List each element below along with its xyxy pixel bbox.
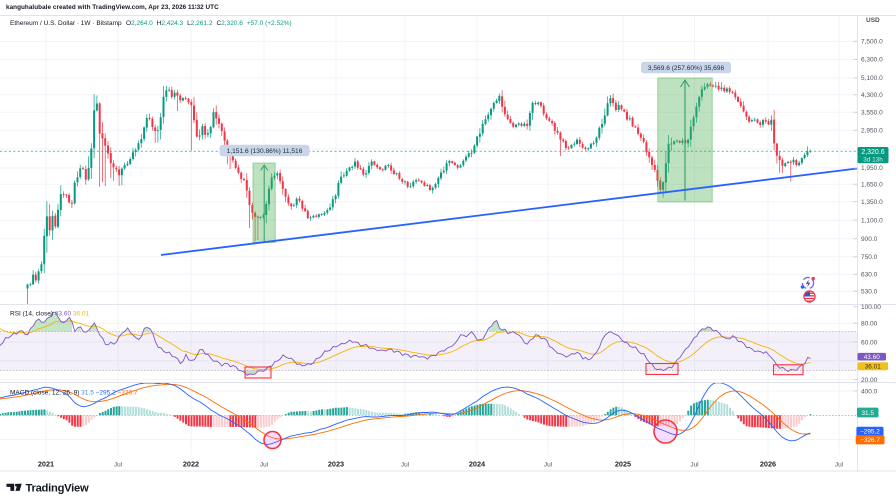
svg-text:3d 13h: 3d 13h [863, 156, 883, 163]
svg-text:3,550.0: 3,550.0 [861, 110, 883, 117]
svg-text:630.0: 630.0 [861, 272, 878, 279]
svg-text:20.00: 20.00 [861, 377, 878, 384]
svg-text:2024: 2024 [469, 460, 486, 469]
svg-text:Jul: Jul [114, 461, 122, 468]
svg-text:2022: 2022 [183, 460, 199, 469]
svg-text:Jul: Jul [401, 461, 409, 468]
svg-text:4,300.0: 4,300.0 [861, 92, 883, 99]
svg-text:43.60: 43.60 [864, 354, 880, 361]
svg-text:Jul: Jul [260, 461, 268, 468]
svg-text:900.0: 900.0 [861, 236, 878, 243]
svg-text:1,151.6 (130.86%) 11,516: 1,151.6 (130.86%) 11,516 [227, 148, 303, 155]
svg-text:RSI (14, close) 43.60 36.01: RSI (14, close) 43.60 36.01 [10, 311, 90, 318]
svg-text:1,650.0: 1,650.0 [861, 182, 883, 189]
svg-text:2026: 2026 [760, 460, 776, 469]
svg-text:−295.2: −295.2 [860, 429, 880, 436]
svg-text:80.00: 80.00 [861, 321, 878, 328]
svg-text:1,100.0: 1,100.0 [861, 218, 883, 225]
svg-text:−326.7: −326.7 [860, 437, 880, 444]
svg-text:1,950.0: 1,950.0 [861, 165, 883, 172]
svg-text:750.0: 750.0 [861, 254, 878, 261]
svg-text:60.00: 60.00 [861, 339, 878, 346]
svg-text:Jul: Jul [835, 461, 843, 468]
svg-text:2025: 2025 [615, 460, 631, 469]
svg-text:400.0: 400.0 [861, 388, 878, 395]
svg-text:100.00: 100.00 [861, 304, 881, 311]
svg-text:6,300.0: 6,300.0 [861, 57, 883, 64]
svg-text:530.0: 530.0 [861, 289, 878, 296]
svg-text:31.5: 31.5 [861, 410, 874, 417]
svg-text:2023: 2023 [328, 460, 344, 469]
svg-text:2,320.6: 2,320.6 [861, 149, 884, 156]
svg-text:Jul: Jul [690, 461, 698, 468]
svg-text:2,950.0: 2,950.0 [861, 128, 883, 135]
svg-text:7,500.0: 7,500.0 [861, 39, 883, 46]
svg-text:USD: USD [866, 17, 880, 24]
svg-text:2021: 2021 [38, 460, 54, 469]
svg-text:TradingView: TradingView [26, 482, 89, 494]
svg-text:36.01: 36.01 [865, 364, 881, 371]
svg-text:1,350.0: 1,350.0 [861, 199, 883, 206]
svg-text:MACD (close, 12, 26, 9) 31.5: MACD (close, 12, 26, 9) 31.5 −295.2 −326… [10, 390, 138, 397]
svg-text:3,569.6 (257.60%) 35,696: 3,569.6 (257.60%) 35,696 [648, 65, 725, 72]
svg-text:Ethereum / U.S. Dollar · 1W ·: Ethereum / U.S. Dollar · 1W · Bitstamp [10, 20, 122, 27]
svg-text:Jul: Jul [544, 461, 552, 468]
svg-text:O2,264.0H2,424.3L2,261.2C2,320: O2,264.0 H2,424.3 L2,261.2 C2,320.6 +57.0 (+… [126, 20, 292, 27]
svg-text:5,100.0: 5,100.0 [861, 75, 883, 82]
